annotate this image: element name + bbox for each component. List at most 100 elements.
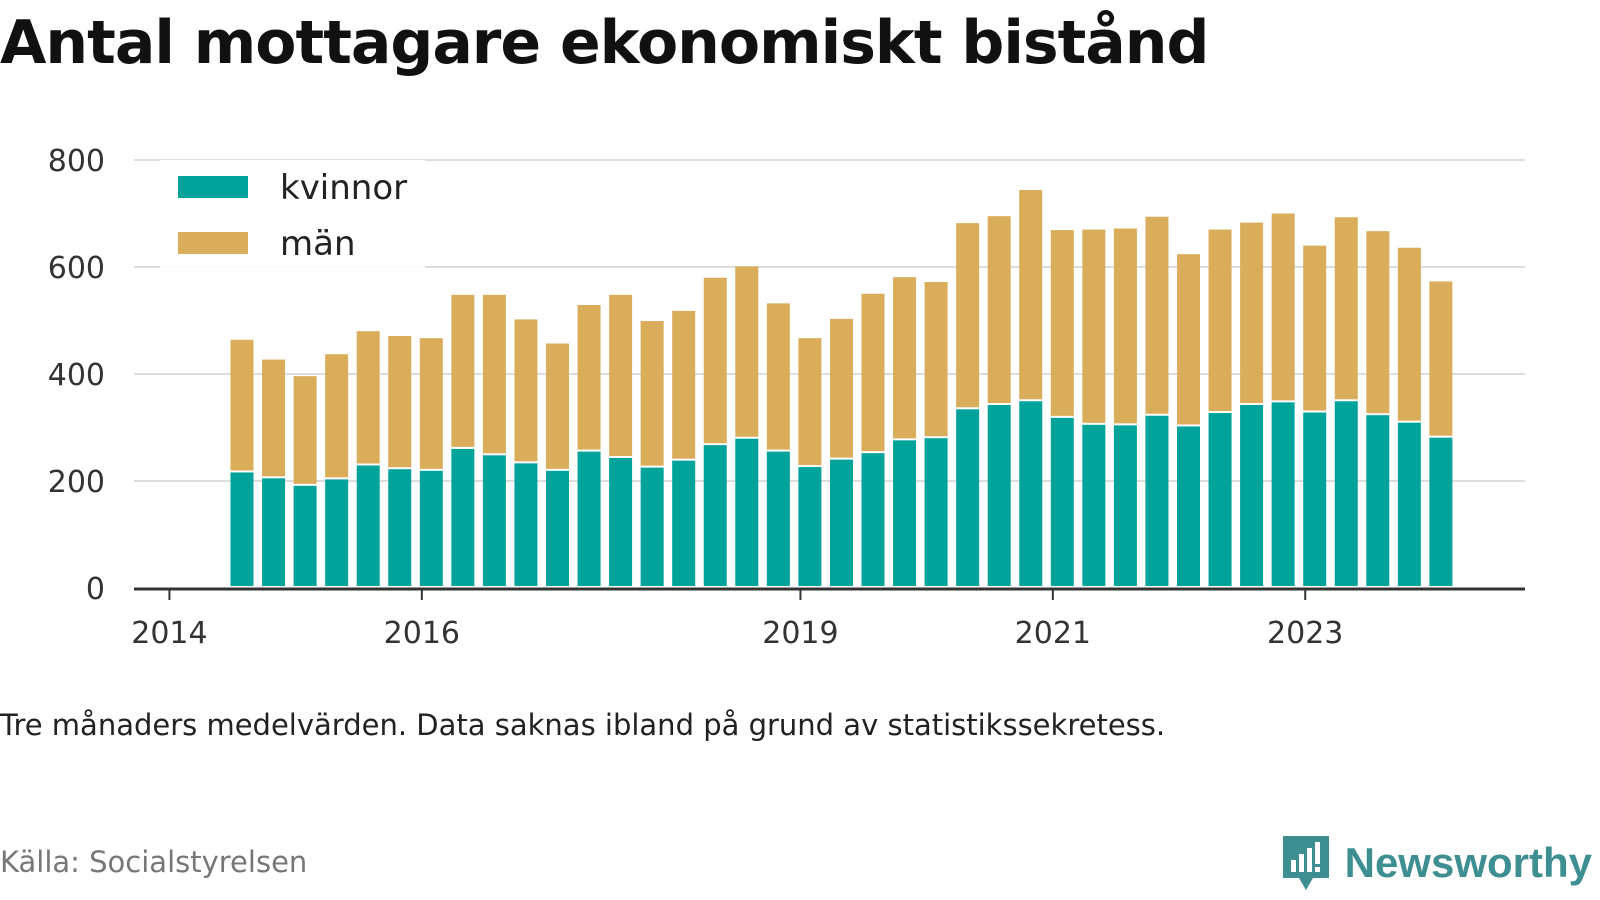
bar [735,266,759,437]
bar [419,470,443,586]
bar [798,467,822,586]
bar [766,303,790,450]
bar [1019,401,1043,586]
bar [325,354,349,478]
bar [356,331,380,464]
bar [1397,247,1421,421]
bar [451,294,475,447]
bar [956,223,980,408]
x-tick-label: 2014 [131,616,207,651]
bar [893,277,917,439]
bar [640,467,664,586]
bar [1429,437,1453,586]
legend-label: kvinnor [280,168,407,208]
x-axis-ticks: 2014 2016 2019 2021 2023 [131,590,1343,651]
bar [419,338,443,469]
bar [1303,412,1327,586]
source-label: Källa: Socialstyrelsen [0,845,308,879]
bar [735,438,759,586]
legend-label: män [280,224,356,264]
bar [1177,254,1200,425]
bar [1303,245,1327,411]
bar [956,409,980,586]
bar [703,445,727,586]
bar [924,281,948,437]
x-tick-label: 2019 [762,616,838,651]
y-axis-ticks: 0 200 400 600 800 [48,144,105,607]
bar [861,453,885,586]
bar [482,455,506,586]
bar [1271,402,1295,586]
bar [1177,426,1200,586]
bar [893,440,917,586]
bar [388,336,412,468]
bar [766,451,790,586]
bar [1082,424,1106,586]
bar [1240,405,1264,586]
bar [672,460,696,586]
bar [987,216,1011,404]
y-tick-label: 800 [48,144,105,179]
bar [230,472,254,586]
bars [230,189,1453,586]
bar [1240,222,1264,404]
bar [609,294,633,456]
bar [325,479,349,586]
bar [609,457,633,586]
brand-name: Newsworthy [1344,839,1592,886]
bar [514,463,538,586]
bar [798,338,822,466]
bar [262,478,286,586]
bar [861,293,885,452]
bar [546,470,569,586]
stacked-bar-chart: 0 200 400 600 800 2014 2016 2019 2021 2023 kvinn… [48,144,1525,651]
bar [356,465,380,586]
bar [1397,422,1421,586]
bar [1113,425,1137,586]
bar [1366,231,1390,414]
bar [1082,229,1106,423]
bar [577,304,601,450]
bar [1145,216,1169,414]
bar [1050,230,1074,416]
bar [672,310,696,459]
brand-logo[interactable]: Newsworthy [1281,834,1592,892]
legend-swatch [178,176,248,198]
legend: kvinnor män [160,160,425,270]
bar [388,469,412,586]
bar [1208,413,1232,586]
bar [703,277,727,444]
bar [546,343,569,469]
y-tick-label: 0 [86,572,105,607]
bar [1113,228,1137,424]
bar [1366,415,1390,586]
bar [1208,229,1232,412]
x-tick-label: 2016 [384,616,460,651]
bar [1429,281,1453,436]
bar [577,451,601,586]
bar [1334,217,1358,400]
bar [230,339,254,471]
bar [1019,189,1043,400]
bar [1271,213,1295,401]
bar [924,438,948,586]
bar [987,405,1011,586]
y-tick-label: 200 [48,465,105,500]
bar [1334,401,1358,586]
x-tick-label: 2021 [1015,616,1091,651]
y-tick-label: 400 [48,358,105,393]
bar [451,448,475,586]
bar [829,318,853,458]
bar [482,294,506,454]
chart-title: Antal mottagare ekonomiskt bistånd [0,8,1209,78]
bar [262,359,286,477]
bar [293,376,317,484]
bar [514,319,538,462]
chart-note: Tre månaders medelvärden. Data saknas ib… [0,708,1166,742]
y-tick-label: 600 [48,251,105,286]
legend-swatch [178,232,248,254]
bar [640,321,664,466]
bar [829,459,853,586]
bar-chart-speech-bubble-icon [1282,836,1329,890]
x-tick-label: 2023 [1267,616,1343,651]
